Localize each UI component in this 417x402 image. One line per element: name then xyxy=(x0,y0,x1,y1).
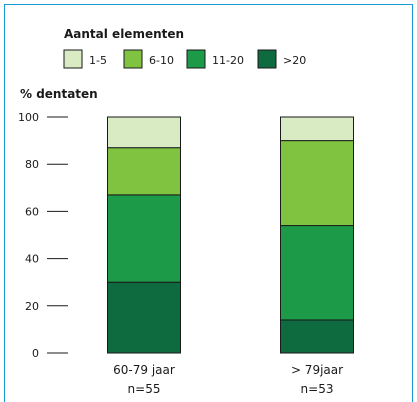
legend-title: Aantal elementen xyxy=(64,27,184,41)
bar-2-segment-15 xyxy=(280,116,354,142)
legend-label-2: 6-10 xyxy=(149,54,174,67)
legend-label-3: 11-20 xyxy=(212,54,244,67)
legend-swatch-2 xyxy=(123,49,143,69)
y-tick-label-20: 20 xyxy=(25,300,39,313)
y-tick-label-100: 100 xyxy=(18,111,39,124)
chart-frame xyxy=(4,4,413,402)
bar-2-segment-610 xyxy=(280,140,354,227)
x-category-label: 60-79 jaar xyxy=(113,363,175,377)
legend-label-1: 1-5 xyxy=(89,54,107,67)
x-sample-size-label: n=55 xyxy=(128,382,161,396)
y-tick-label-60: 60 xyxy=(25,205,39,218)
y-axis: 0 20 40 60 80 100 xyxy=(18,111,68,360)
legend: 1-5 6-10 11-20 >20 xyxy=(63,49,306,69)
bars xyxy=(107,116,354,354)
y-tick-label-0: 0 xyxy=(32,347,39,360)
x-category-label: > 79jaar xyxy=(291,363,343,377)
x-sample-size-label: n=53 xyxy=(301,382,334,396)
bar-1-segment-610 xyxy=(107,147,181,196)
y-axis-label: % dentaten xyxy=(20,87,98,101)
legend-swatch-4 xyxy=(257,49,277,69)
bar-2-segment-20 xyxy=(280,319,354,354)
legend-swatch-3 xyxy=(186,49,206,69)
bar-1-segment-1120 xyxy=(107,194,181,283)
x-axis-labels: 60-79 jaar n=55 > 79jaar n=53 xyxy=(113,363,343,396)
y-tick-label-80: 80 xyxy=(25,158,39,171)
bar-1-segment-15 xyxy=(107,116,181,149)
y-tick-label-40: 40 xyxy=(25,253,39,266)
legend-swatch-1 xyxy=(63,49,83,69)
bar-2-segment-1120 xyxy=(280,225,354,321)
bar-1-segment-20 xyxy=(107,281,181,354)
legend-label-4: >20 xyxy=(283,54,306,67)
